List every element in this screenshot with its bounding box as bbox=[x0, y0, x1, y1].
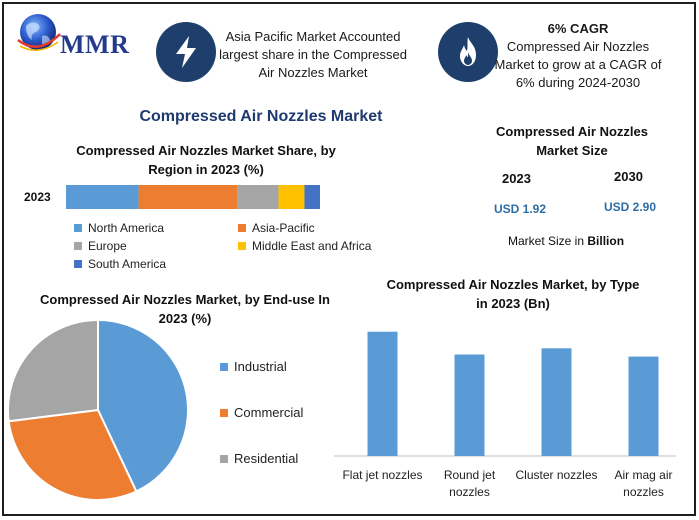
enduse-pie-chart bbox=[7, 318, 189, 501]
pie-legend-item-commercial: Commercial bbox=[220, 405, 303, 420]
legend-label: South America bbox=[88, 257, 167, 271]
pie-slice-commercial bbox=[7, 408, 138, 501]
year-2030-label: 2030 bbox=[614, 169, 643, 184]
main-title: Compressed Air Nozzles Market bbox=[139, 108, 383, 125]
legend-label: Industrial bbox=[234, 359, 287, 374]
legend-swatch bbox=[74, 242, 82, 250]
flame-icon bbox=[460, 37, 476, 66]
legend-swatch bbox=[220, 408, 228, 417]
type-chart-title: Compressed Air Nozzles Market, by Type i… bbox=[386, 277, 640, 311]
type-bar-chart bbox=[334, 331, 676, 457]
legend-label: Commercial bbox=[234, 405, 304, 420]
logo-text: MMR bbox=[60, 30, 130, 59]
legend-item-asia-pacific: Asia-Pacific bbox=[238, 221, 315, 235]
region-stacked-bar-chart: 2023 bbox=[24, 185, 320, 209]
legend-swatch bbox=[238, 224, 246, 232]
legend-swatch bbox=[220, 362, 228, 371]
legend-label: North America bbox=[88, 221, 165, 235]
category-label: 2023 bbox=[24, 190, 51, 204]
region-bar-europe bbox=[237, 185, 279, 209]
lightning-icon bbox=[176, 36, 196, 68]
x-tick-label: Air mag air nozzles bbox=[614, 468, 673, 499]
enduse-chart-title: Compressed Air Nozzles Market, by End-us… bbox=[40, 292, 330, 326]
year-2023-label: 2023 bbox=[502, 171, 531, 186]
legend-label: Residential bbox=[234, 451, 299, 466]
info-right-block: 6% CAGR Compressed Air Nozzles Market to… bbox=[494, 20, 662, 92]
region-bar-middle-east-and-africa bbox=[278, 185, 305, 209]
x-tick-label: Flat jet nozzles bbox=[342, 468, 423, 482]
value-2030: USD 2.90 bbox=[604, 200, 657, 214]
note-unit: Billion bbox=[587, 234, 625, 248]
info-left-text: Asia Pacific Market Accounted largest sh… bbox=[219, 29, 407, 80]
legend-item-europe: Europe bbox=[74, 239, 127, 253]
info-icon-left bbox=[156, 22, 216, 82]
region-bar-south-america bbox=[304, 185, 320, 209]
legend-label: Asia-Pacific bbox=[252, 221, 315, 235]
region-bar-north-america bbox=[66, 185, 139, 209]
pie-legend-item-residential: Residential bbox=[220, 451, 298, 466]
legend-swatch bbox=[74, 224, 82, 232]
pie-slice-industrial bbox=[97, 318, 189, 493]
legend-label: Middle East and Africa bbox=[252, 239, 372, 253]
region-bar-asia-pacific bbox=[138, 185, 238, 209]
legend-label: Europe bbox=[88, 239, 127, 253]
legend-swatch bbox=[74, 260, 82, 268]
note-prefix: Market Size in bbox=[508, 234, 588, 248]
market-size-note: Market Size in Billion bbox=[508, 234, 624, 248]
legend-swatch bbox=[238, 242, 246, 250]
cagr-text: Compressed Air Nozzles Market to grow at… bbox=[494, 39, 662, 90]
x-tick-label: Cluster nozzles bbox=[515, 468, 598, 482]
pie-legend-item-industrial: Industrial bbox=[220, 359, 287, 374]
bar-cluster-nozzles bbox=[541, 348, 572, 456]
bar-flat-jet-nozzles bbox=[367, 331, 398, 456]
pie-slice-residential bbox=[7, 318, 99, 423]
info-icon-right bbox=[438, 22, 498, 82]
mmr-logo: MMR bbox=[14, 10, 144, 68]
x-tick-label: Round jet nozzles bbox=[443, 468, 496, 499]
region-chart-title: Compressed Air Nozzles Market Share, by … bbox=[76, 143, 336, 177]
globe-icon bbox=[17, 14, 61, 51]
legend-swatch bbox=[220, 454, 228, 463]
bar-air-mag-air-nozzles bbox=[628, 356, 659, 456]
cagr-title: 6% CAGR bbox=[547, 21, 609, 36]
bar-round-jet-nozzles bbox=[454, 354, 485, 456]
value-2023: USD 1.92 bbox=[494, 202, 547, 216]
market-size-title: Compressed Air Nozzles Market Size bbox=[496, 124, 648, 158]
legend-item-middle-east-and-africa: Middle East and Africa bbox=[238, 239, 371, 253]
legend-item-south-america: South America bbox=[74, 257, 166, 271]
legend-item-north-america: North America bbox=[74, 221, 164, 235]
